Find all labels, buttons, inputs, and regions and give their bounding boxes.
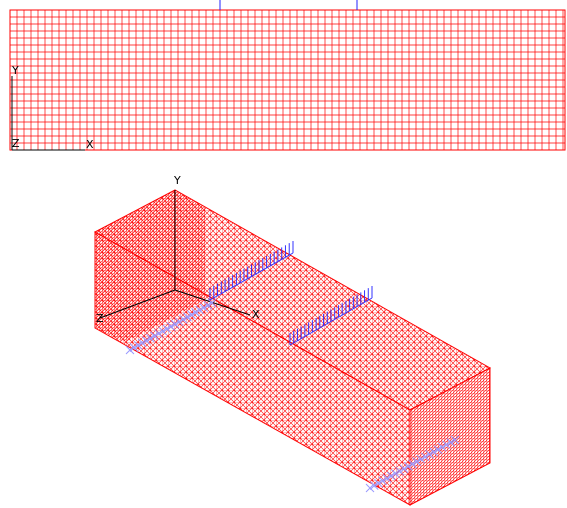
axis-label: X <box>86 138 94 151</box>
support <box>366 484 374 492</box>
mesh-grid <box>10 10 565 150</box>
axis-label: Y <box>173 174 181 187</box>
top-view: Y Z X <box>10 0 565 151</box>
axis-label: X <box>252 308 260 321</box>
axis-label: Z <box>96 312 104 325</box>
iso-view: Y Z X <box>95 174 490 505</box>
page: Y Z X Y Z X (() => { const data = JSON.p… <box>0 0 567 508</box>
axis-label: Z <box>12 137 20 150</box>
mesh-viewer: Y Z X Y Z X <box>0 0 567 508</box>
axis-label: Y <box>11 64 19 77</box>
